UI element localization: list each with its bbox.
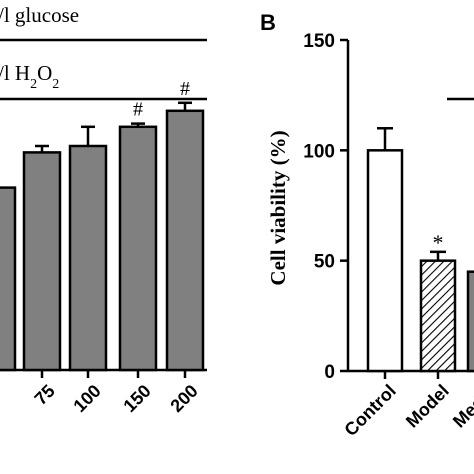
annotation-text: /l H (0, 61, 30, 85)
panel-b-y-ticks: 0 50 100 150 (303, 31, 348, 383)
bar (0, 186, 17, 372)
bar (419, 259, 457, 373)
x-tick-label: 150 (119, 381, 154, 416)
bar (22, 151, 62, 372)
x-tick-label: 75 (31, 381, 59, 409)
y-tick-label: 50 (314, 252, 335, 273)
y-axis-title: Cell viability (%) (266, 130, 290, 285)
bar (165, 109, 205, 372)
significance-marker: * (433, 230, 444, 255)
y-tick-label: 150 (303, 31, 335, 52)
glucose-label: /l glucose (0, 3, 79, 27)
bar (118, 125, 158, 372)
y-tick-label: 100 (303, 141, 335, 162)
x-tick-label: Control (340, 381, 399, 440)
panel-b-label: B (260, 10, 276, 35)
x-tick-label: Model (402, 381, 453, 432)
y-tick-label: 0 (324, 362, 335, 383)
h2o2-label: /l H2O2 (0, 61, 59, 92)
x-tick-label: 100 (69, 381, 104, 416)
significance-marker: # (133, 99, 143, 121)
panel-a-bars: 75 100 #150 #200 (0, 78, 205, 416)
bar (366, 149, 404, 373)
subscript: 2 (52, 77, 59, 92)
annotation-text: /l glucose (0, 3, 79, 27)
panel-a: /l glucose /l H2O2 75 100#150#200 (0, 3, 207, 416)
bar (466, 270, 474, 373)
x-tick-label: Mediu (449, 381, 474, 432)
significance-marker: # (180, 78, 190, 100)
panel-b: B Cell viability (%) 0 50 100 150 Control * M… (260, 10, 474, 440)
x-tick-label: 200 (166, 381, 201, 416)
subscript: 2 (30, 77, 37, 92)
bar (68, 144, 108, 372)
annotation-text: O (37, 61, 52, 85)
